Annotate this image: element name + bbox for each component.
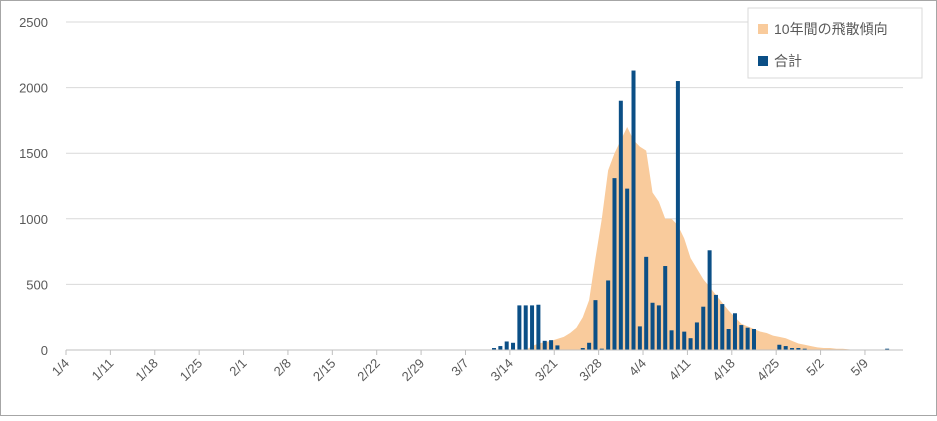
legend-box (747, 7, 923, 79)
bar (530, 305, 535, 350)
bar (688, 338, 693, 350)
bar (777, 344, 782, 350)
bar (707, 250, 712, 350)
bar (694, 322, 699, 350)
bar (606, 280, 611, 350)
bar (656, 305, 661, 350)
bar (511, 342, 516, 350)
bar (802, 348, 807, 350)
bar (498, 346, 503, 350)
bar (739, 325, 744, 350)
bar (504, 341, 509, 350)
bar (663, 266, 668, 350)
bar (790, 348, 795, 350)
bar (713, 294, 718, 350)
bar (720, 304, 725, 350)
bar (796, 348, 801, 350)
legend-label: 10年間の飛散傾向 (774, 21, 888, 37)
bar (637, 326, 642, 350)
bar (625, 188, 630, 350)
bar (542, 340, 547, 350)
area (69, 126, 900, 351)
bar (726, 329, 731, 350)
bar (682, 331, 687, 350)
bar (701, 306, 706, 350)
bar (492, 348, 497, 350)
bar (650, 302, 655, 350)
legend-swatch (758, 56, 768, 66)
bar (675, 81, 680, 350)
bar (549, 340, 554, 350)
bar (612, 178, 617, 350)
y-tick-label: 0 (41, 343, 48, 358)
bar (644, 256, 649, 350)
bar (599, 348, 604, 350)
bar (587, 342, 592, 350)
bar (751, 329, 756, 350)
bar (555, 345, 560, 350)
bar (631, 70, 636, 350)
y-tick-label: 2000 (19, 81, 48, 96)
legend-swatch (758, 24, 768, 34)
bar (536, 304, 541, 350)
bar (669, 330, 674, 350)
y-tick-label: 1500 (19, 146, 48, 161)
bar (783, 346, 788, 350)
y-tick-label: 2500 (19, 15, 48, 30)
legend-label: 合計 (774, 53, 802, 69)
y-tick-label: 500 (26, 277, 48, 292)
bar (885, 348, 890, 350)
bar (523, 305, 528, 350)
bar (745, 327, 750, 350)
bar (517, 305, 522, 350)
bar (580, 348, 585, 350)
bar (618, 100, 623, 350)
y-tick-label: 1000 (19, 212, 48, 227)
bar (732, 313, 737, 350)
bar (593, 300, 598, 350)
